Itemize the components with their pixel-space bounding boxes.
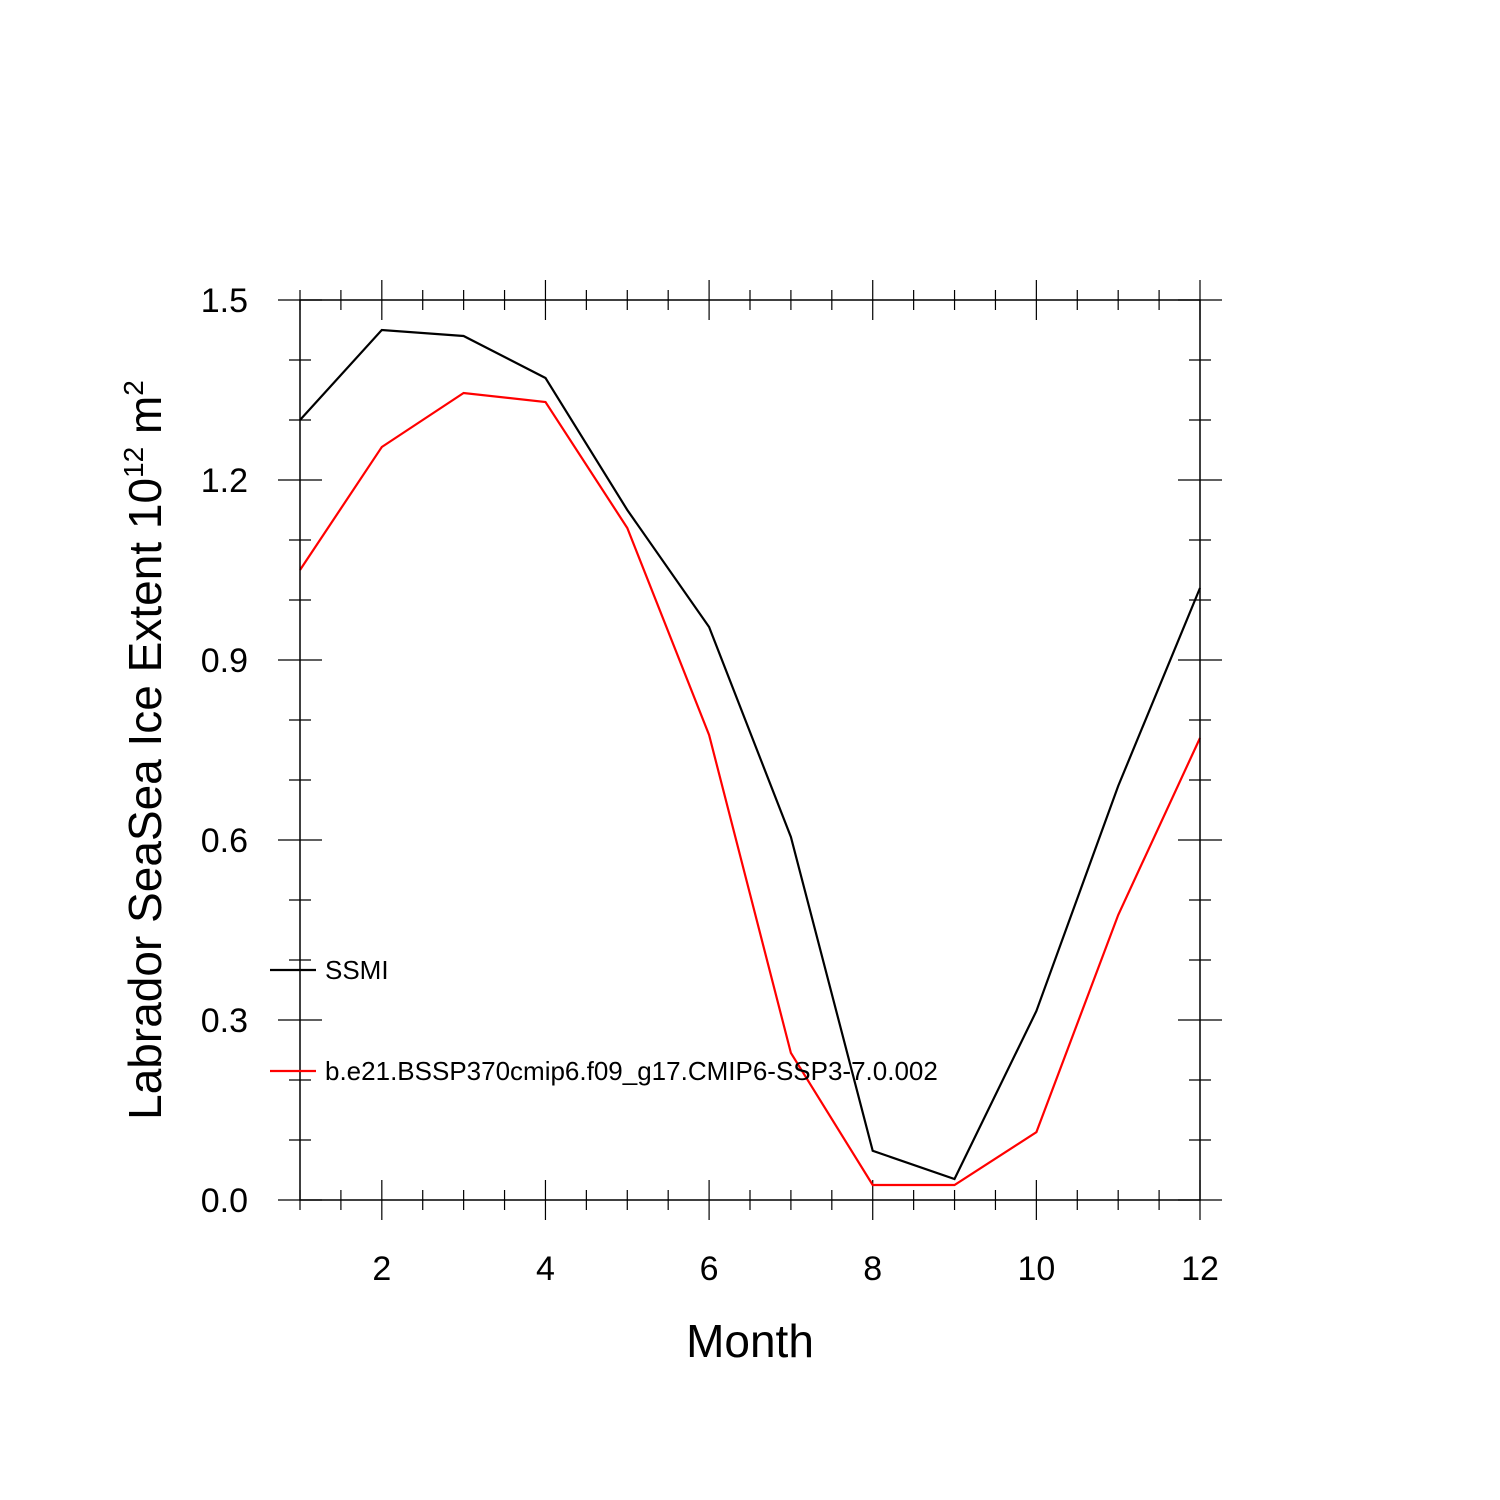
y-tick-label: 0.9: [201, 642, 248, 680]
legend-label-1: SSMI: [325, 955, 389, 985]
y-axis-title-unit: m: [119, 396, 171, 447]
x-tick-label: 4: [536, 1250, 555, 1288]
x-tick-label: 8: [863, 1250, 882, 1288]
x-tick-label: 6: [700, 1250, 719, 1288]
x-axis-title: Month: [686, 1315, 814, 1367]
plot-frame: [299, 299, 1201, 1201]
y-axis-title-exponent: 12: [118, 447, 149, 478]
series-line-2: [299, 391, 1201, 1187]
x-tick-label: 12: [1181, 1250, 1219, 1288]
y-tick-label: 0.3: [201, 1002, 248, 1040]
x-tick-label: 10: [1017, 1250, 1055, 1288]
y-axis-title-base: Labrador SeaSea Ice Extent 10: [119, 478, 171, 1120]
y-tick-label: 1.2: [201, 462, 248, 500]
tick-labels: 2 4 6 8 10 12 0.0 0.3 0.6 0.9 1.2 1.5: [201, 282, 1219, 1288]
legend-label-2: b.e21.BSSP370cmip6.f09_g17.CMIP6-SSP3-7.…: [325, 1056, 938, 1086]
series-line-1: [299, 328, 1202, 1181]
y-tick-label: 1.5: [201, 282, 248, 320]
y-tick-label: 0.6: [201, 822, 248, 860]
y-tick-label: 0.0: [201, 1182, 248, 1220]
x-tick-label: 2: [372, 1250, 391, 1288]
y-axis-title-unit-exponent: 2: [118, 380, 149, 396]
y-axis-title: Labrador SeaSea Ice Extent 1012 m2: [118, 380, 171, 1120]
legend: SSMI b.e21.BSSP370cmip6.f09_g17.CMIP6-SSP…: [270, 955, 938, 1086]
series-layer: [299, 328, 1202, 1187]
